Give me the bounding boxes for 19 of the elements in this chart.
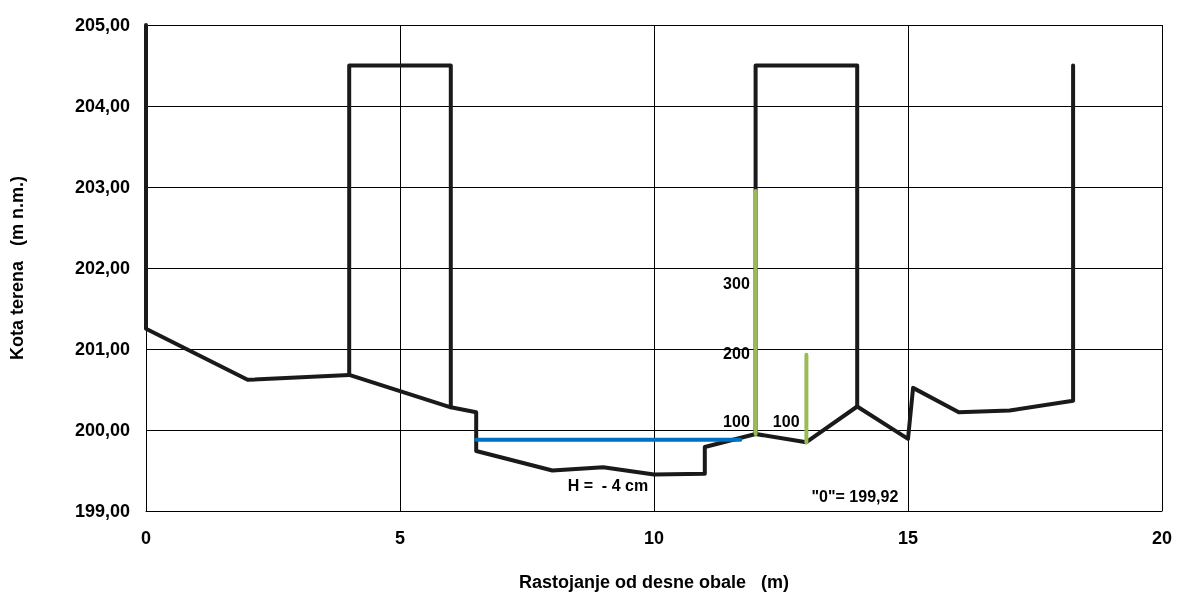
x-tick-label: 5 — [394, 528, 406, 548]
y-tick-label: 204,00 — [74, 96, 130, 116]
annotation: "0"= 199,92 — [811, 487, 899, 505]
y-tick-label: 200,00 — [74, 420, 130, 440]
y-tick-label: 202,00 — [74, 258, 130, 278]
x-tick-label: 10 — [643, 528, 665, 548]
x-axis-title: Rastojanje od desne obale (m) — [518, 572, 790, 592]
annotation: 300 — [723, 274, 750, 292]
y-tick-label: 201,00 — [74, 339, 130, 359]
annotation: 100 — [772, 412, 800, 430]
y-tick-label: 205,00 — [74, 15, 130, 35]
y-axis-title: Kota terena (m n.m.) — [7, 175, 27, 361]
x-tick-label: 0 — [140, 528, 152, 548]
annotation: H = - 4 cm — [567, 477, 649, 495]
x-tick-label: 20 — [1151, 528, 1173, 548]
y-tick-label: 199,00 — [74, 501, 130, 521]
y-tick-label: 203,00 — [74, 177, 130, 197]
annotation: 100 — [723, 412, 750, 430]
x-tick-label: 15 — [897, 528, 919, 548]
